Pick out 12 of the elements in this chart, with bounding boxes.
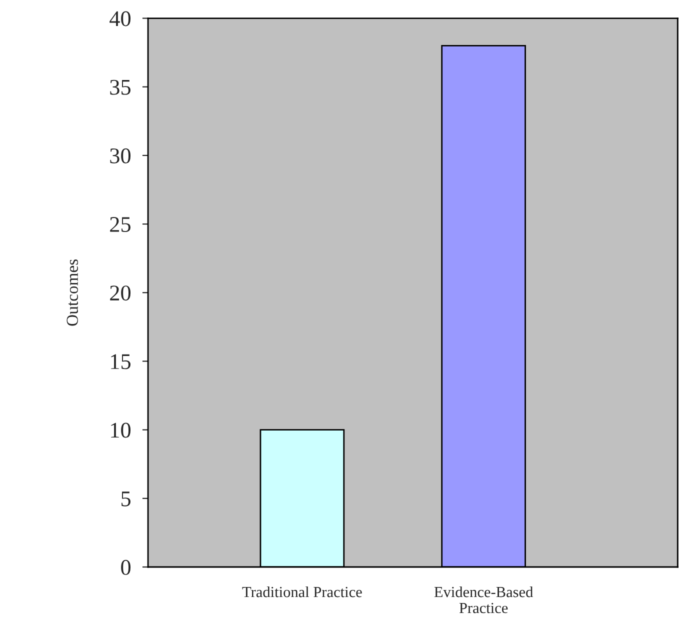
y-tick-label: 25 — [110, 217, 130, 232]
y-tick-label: 15 — [111, 354, 130, 370]
y-axis-title: Outcomes — [66, 259, 78, 326]
x-tick-label: Traditional Practice — [242, 586, 362, 598]
y-tick-label: 30 — [110, 148, 131, 164]
y-tick-label: 35 — [110, 80, 130, 95]
y-tick-label: 5 — [122, 492, 130, 506]
y-tick-label: 20 — [110, 286, 131, 301]
y-tick-label: 0 — [121, 560, 131, 575]
y-tick-label: 40 — [110, 11, 131, 26]
x-tick-label: Evidence-Based Practice — [434, 586, 534, 614]
y-tick-label: 10 — [111, 422, 131, 438]
